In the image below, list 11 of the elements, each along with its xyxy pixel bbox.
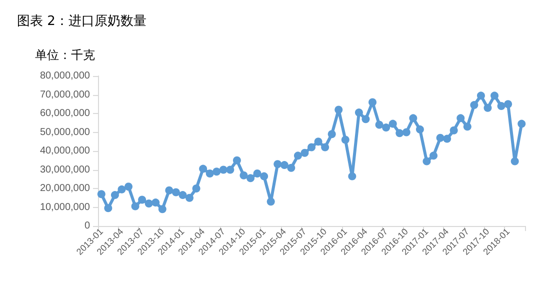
y-tick-label: 20,000,000 bbox=[40, 183, 90, 194]
chart-title: 图表 2：进口原奶数量 bbox=[17, 14, 146, 29]
y-tick-label: 30,000,000 bbox=[40, 164, 90, 176]
y-tick-label: 0 bbox=[84, 220, 90, 232]
y-tick-label: 60,000,000 bbox=[40, 108, 90, 119]
y-tick-label: 80,000,000 bbox=[40, 70, 90, 82]
y-axis-title: 单位：千克 bbox=[35, 48, 95, 62]
y-tick-label: 10,000,000 bbox=[40, 202, 90, 213]
y-tick-label: 70,000,000 bbox=[40, 89, 90, 100]
y-tick-label: 50,000,000 bbox=[40, 126, 90, 138]
y-tick-label: 40,000,000 bbox=[40, 146, 90, 156]
